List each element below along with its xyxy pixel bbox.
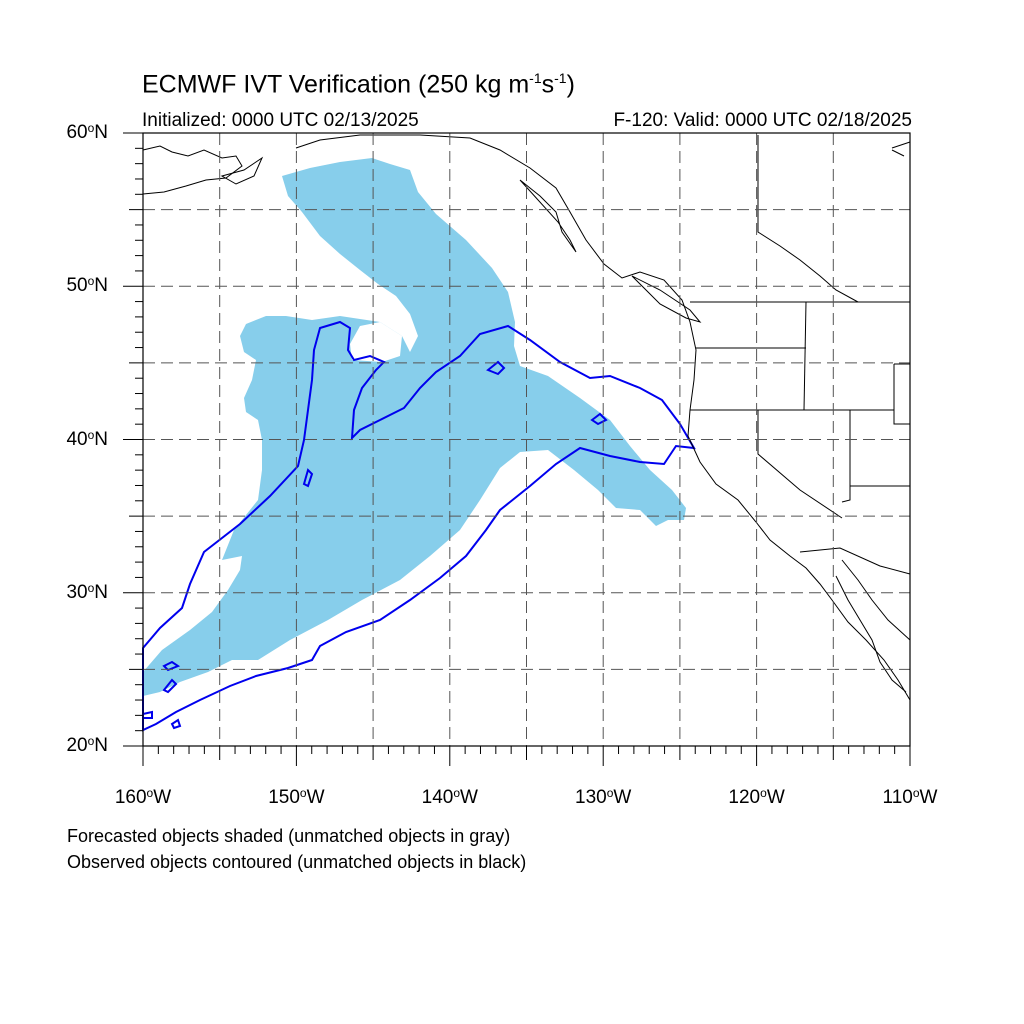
vancouver-island (631, 275, 702, 323)
lon-suffix: W (766, 787, 785, 808)
northeast-coast (891, 141, 911, 157)
lon-suffix: W (613, 787, 632, 808)
observed-contour-small-5 (162, 678, 178, 694)
lat-label: 20oN (52, 734, 108, 757)
baja-california (835, 575, 907, 693)
lon-value: 110 (882, 787, 913, 808)
observed-contour-small-7 (170, 718, 182, 730)
ut-border (893, 363, 910, 425)
lon-value: 140 (421, 787, 454, 808)
title-mid: s (541, 70, 555, 99)
lon-label: 140oW (400, 786, 500, 809)
degree-symbol: o (760, 786, 767, 800)
observed-contour-small-2 (590, 412, 608, 426)
lon-value: 130 (575, 787, 607, 808)
observed-contour-small-4 (162, 660, 181, 672)
degree-symbol: o (87, 580, 95, 595)
degree-symbol: o (453, 786, 461, 800)
observed-contour-small-1 (486, 360, 506, 376)
legend-note-forecast: Forecasted objects shaded (unmatched obj… (67, 826, 511, 846)
lon-label: 130oW (553, 786, 653, 809)
ca-nv-border (757, 410, 843, 519)
gulf-coast (841, 559, 911, 641)
lon-suffix: W (460, 787, 478, 808)
lat-value: 30 (66, 581, 88, 603)
initialized-label: Initialized: 0000 UTC 02/13/2025 (142, 110, 419, 131)
chart-title: ECMWF IVT Verification (250 kg m-1s-1) (142, 70, 575, 99)
lon-suffix: W (919, 787, 938, 808)
lat-suffix: N (94, 735, 108, 756)
lon-value: 120 (728, 787, 761, 808)
observed-contour-main (142, 320, 696, 732)
lat-label: 40oN (52, 428, 108, 451)
lon-label: 150oW (246, 786, 346, 809)
degree-symbol: o (146, 786, 154, 800)
title-main: ECMWF IVT Verification (250 kg m (142, 70, 530, 99)
canada-interior (757, 135, 859, 303)
bc-islands (519, 179, 577, 253)
alaska-panhandle (295, 134, 911, 701)
lon-suffix: W (153, 787, 172, 808)
plot-area (123, 132, 911, 766)
lon-label: 120oW (707, 786, 807, 809)
observed-contour-small-3 (302, 468, 314, 488)
degree-symbol: o (87, 427, 95, 442)
degree-symbol: o (87, 121, 95, 135)
title-exp1: -1 (529, 70, 542, 86)
degree-symbol: o (606, 786, 614, 800)
coastlines-and-borders (142, 134, 911, 701)
lat-suffix: N (94, 275, 108, 297)
title-end: ) (566, 70, 575, 99)
degree-symbol: o (87, 274, 95, 289)
alaska-coast (142, 145, 243, 195)
grid-lines (143, 133, 910, 746)
lon-suffix: W (306, 787, 325, 808)
lat-value: 40 (66, 428, 88, 450)
forecast-ivt-object (143, 158, 686, 696)
lat-suffix: N (94, 428, 108, 450)
lat-value: 60 (66, 122, 88, 143)
valid-label: F-120: Valid: 0000 UTC 02/18/2025 (613, 110, 912, 131)
axis-ticks (123, 132, 911, 766)
id-border (803, 301, 807, 411)
lon-value: 160 (114, 787, 147, 808)
mexico-border (799, 547, 911, 575)
lon-value: 150 (268, 787, 300, 808)
lat-label: 50oN (52, 274, 108, 297)
degree-symbol: o (87, 734, 95, 748)
title-exp2: -1 (554, 70, 567, 86)
lat-label: 30oN (52, 581, 108, 604)
nv-az-border (841, 410, 851, 503)
lat-suffix: N (94, 122, 108, 143)
lat-label: 60oN (52, 121, 108, 144)
degree-symbol: o (299, 786, 307, 800)
degree-symbol: o (912, 786, 920, 800)
alaska-islands (220, 156, 264, 185)
lat-suffix: N (94, 581, 108, 603)
lon-label: 160oW (93, 786, 193, 809)
legend-note-observed: Observed objects contoured (unmatched ob… (67, 852, 527, 872)
observed-contour-small-6 (142, 710, 153, 719)
lat-value: 50 (66, 275, 88, 297)
lon-label: 110oW (860, 786, 960, 809)
observed-ivt-contours (142, 320, 696, 732)
lat-value: 20 (66, 735, 88, 756)
